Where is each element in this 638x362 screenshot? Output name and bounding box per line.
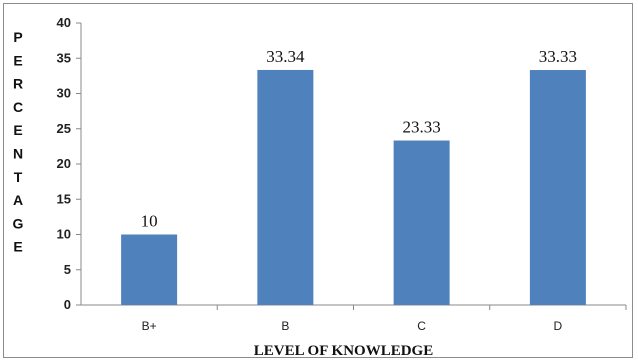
y-axis-title-letter: P (13, 29, 22, 45)
x-category-label: C (417, 319, 426, 333)
data-label: 33.33 (539, 47, 577, 66)
y-tick-label: 25 (57, 121, 71, 136)
y-tick-label: 5 (64, 262, 71, 277)
y-axis-title-letter: C (13, 99, 23, 115)
y-axis-title-letter: E (13, 52, 22, 68)
data-label: 10 (141, 212, 158, 231)
y-axis-title-letter: G (13, 215, 24, 231)
y-tick-label: 30 (57, 86, 71, 101)
x-axis-category-labels: B+ B C D (142, 305, 627, 333)
bar-d (529, 70, 586, 305)
x-category-label: B+ (142, 319, 157, 333)
y-tick-label: 40 (57, 15, 71, 30)
data-labels: 10 33.34 23.33 33.33 (141, 47, 577, 231)
data-label: 33.34 (266, 47, 305, 66)
x-category-label: D (554, 319, 563, 333)
y-axis-title-letter: N (13, 146, 23, 162)
y-axis-title-letter: E (13, 239, 22, 255)
y-axis-title-letter: E (13, 122, 22, 138)
y-tick-label: 35 (57, 50, 71, 65)
bars (121, 69, 586, 305)
bar-c (393, 140, 450, 305)
y-axis-title-letter: R (13, 76, 23, 92)
x-category-label: B (281, 319, 289, 333)
y-axis-ticks: 0 5 10 15 20 25 30 35 40 (57, 15, 81, 312)
bar-b-plus (121, 234, 178, 305)
y-tick-label: 15 (57, 191, 71, 206)
y-axis-title-letter: T (14, 169, 23, 185)
y-axis-title-letter: A (13, 192, 23, 208)
x-axis-title: LEVEL OF KNOWLEDGE (254, 343, 433, 359)
y-tick-label: 20 (57, 156, 71, 171)
y-tick-label: 0 (64, 297, 71, 312)
bar-b (257, 69, 314, 305)
data-label: 23.33 (403, 118, 441, 137)
y-tick-label: 10 (57, 227, 71, 242)
